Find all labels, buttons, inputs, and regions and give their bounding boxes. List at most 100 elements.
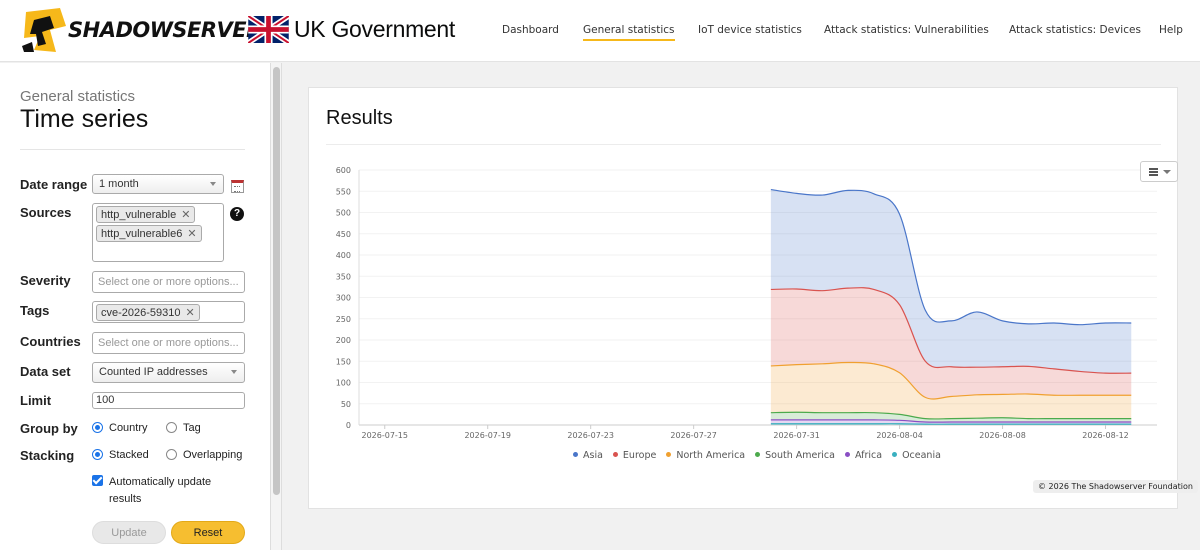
remove-tag-icon[interactable]: ✕ [185, 307, 195, 319]
severity-placeholder: Select one or more options... [98, 276, 239, 288]
limit-input[interactable]: 100 [92, 392, 245, 409]
countries-input[interactable]: Select one or more options... [92, 332, 245, 354]
legend-label: Europe [622, 450, 657, 461]
area-asia [770, 189, 1132, 374]
x-tick-label: 2026-08-08 [979, 431, 1025, 440]
chart-menu-button[interactable] [1140, 161, 1178, 182]
uk-government-text: UK Government [294, 16, 455, 42]
legend-item-south-america[interactable]: South America [755, 450, 835, 461]
radio-label: Country [109, 422, 148, 434]
y-tick-label: 150 [336, 357, 351, 366]
sidebar-scrollbar[interactable] [270, 63, 282, 550]
results-divider [326, 144, 1161, 145]
source-tag: http_vulnerable6 ✕ [96, 225, 202, 242]
source-tag-label: http_vulnerable [101, 209, 177, 221]
sources-multiselect[interactable]: http_vulnerable ✕ http_vulnerable6 ✕ [92, 203, 224, 262]
sidebar-subtitle: General statistics [20, 88, 136, 105]
series-line-north-america [770, 361, 1132, 400]
legend-item-oceania[interactable]: Oceania [892, 450, 941, 461]
y-tick-label: 300 [336, 294, 351, 303]
countries-label: Countries [20, 334, 81, 349]
y-tick-label: 100 [336, 379, 351, 388]
legend-swatch-icon [892, 452, 898, 457]
nav-attack-devices[interactable]: Attack statistics: Devices [1009, 24, 1141, 36]
legend-item-north-america[interactable]: North America [666, 450, 745, 461]
severity-label: Severity [20, 273, 71, 288]
stacking-overlapping-radio[interactable]: Overlapping [166, 449, 242, 461]
y-tick-label: 350 [336, 272, 351, 281]
radio-unselected-icon [166, 422, 177, 433]
area-europe [770, 287, 1132, 400]
y-tick-label: 200 [336, 336, 351, 345]
legend-label: Oceania [902, 450, 941, 461]
source-tag: http_vulnerable ✕ [96, 206, 196, 223]
chart-legend: Asia Europe North America South America Afri… [573, 450, 951, 464]
help-icon[interactable]: ? [230, 207, 244, 221]
series-line-europe [770, 287, 1132, 374]
legend-label: Asia [583, 450, 603, 461]
remove-tag-icon[interactable]: ✕ [187, 228, 197, 240]
auto-update-label: Automatically update results [109, 476, 212, 505]
sidebar-title: Time series [20, 105, 149, 133]
remove-tag-icon[interactable]: ✕ [181, 209, 191, 221]
radio-label: Stacked [109, 449, 149, 461]
x-tick-label: 2026-07-27 [670, 431, 717, 440]
time-series-chart: 0 50 100 150 200 250 300 350 400 450 500 550 600 2026… [336, 166, 1157, 440]
y-tick-label: 600 [336, 166, 351, 175]
sidebar-divider [20, 149, 245, 150]
stacking-stacked-radio[interactable]: Stacked [92, 449, 149, 461]
nav-attack-vulnerabilities[interactable]: Attack statistics: Vulnerabilities [824, 24, 989, 36]
filter-tag-label: cve-2026-59310 [101, 307, 181, 319]
radio-selected-icon [92, 422, 103, 433]
legend-label: South America [765, 450, 835, 461]
legend-swatch-icon [573, 452, 578, 457]
date-range-value: 1 month [99, 178, 139, 190]
group-by-tag-radio[interactable]: Tag [166, 422, 201, 434]
nav-help[interactable]: Help [1159, 24, 1183, 36]
chart-credit: © 2026 The Shadowserver Foundation [1033, 480, 1198, 493]
radio-label: Overlapping [183, 449, 243, 461]
series-line-south-america [770, 411, 1132, 420]
filter-tag: cve-2026-59310 ✕ [96, 304, 200, 321]
group-by-country-radio[interactable]: Country [92, 422, 148, 434]
chevron-down-icon [210, 182, 216, 186]
shadowserver-logo[interactable]: SHADOWSERVER [20, 6, 262, 54]
nav-general-statistics[interactable]: General statistics [583, 24, 675, 41]
uk-flag-icon [248, 16, 289, 43]
date-range-label: Date range [20, 177, 88, 192]
series-line-africa [770, 419, 1132, 423]
y-tick-label: 250 [336, 315, 351, 324]
auto-update-checkbox[interactable] [92, 475, 103, 486]
nav-dashboard[interactable]: Dashboard [502, 24, 559, 36]
results-title: Results [326, 107, 393, 129]
nav-iot-device-statistics[interactable]: IoT device statistics [698, 24, 802, 36]
reset-button[interactable]: Reset [171, 521, 245, 544]
legend-label: Africa [854, 450, 883, 461]
x-tick-label: 2026-08-12 [1082, 431, 1129, 440]
calendar-icon[interactable] [231, 180, 244, 193]
radio-unselected-icon [166, 449, 177, 460]
legend-item-europe[interactable]: Europe [612, 450, 657, 461]
radio-label: Tag [183, 422, 201, 434]
sources-label: Sources [20, 205, 72, 220]
data-set-select[interactable]: Counted IP addresses [92, 362, 245, 383]
limit-value: 100 [96, 394, 115, 406]
group-by-label: Group by [20, 421, 78, 436]
scrollbar-thumb[interactable] [273, 67, 280, 495]
chevron-down-icon [1163, 170, 1171, 174]
countries-placeholder: Select one or more options... [98, 337, 239, 349]
legend-swatch-icon [612, 452, 618, 457]
results-card: Results 0 50 100 150 200 250 300 350 400 450 500 55… [308, 87, 1198, 509]
y-tick-label: 450 [336, 230, 351, 239]
severity-input[interactable]: Select one or more options... [92, 271, 245, 293]
legend-item-asia[interactable]: Asia [573, 450, 603, 461]
logo-wordmark: SHADOWSERVER [68, 18, 262, 42]
area-north-america [770, 362, 1132, 419]
tags-multiselect[interactable]: cve-2026-59310 ✕ [92, 301, 245, 323]
date-range-select[interactable]: 1 month [92, 174, 224, 194]
update-button[interactable]: Update [92, 521, 166, 544]
limit-label: Limit [20, 393, 52, 408]
x-tick-label: 2026-07-19 [464, 431, 511, 440]
stacking-label: Stacking [20, 448, 75, 463]
legend-item-africa[interactable]: Africa [844, 450, 883, 461]
